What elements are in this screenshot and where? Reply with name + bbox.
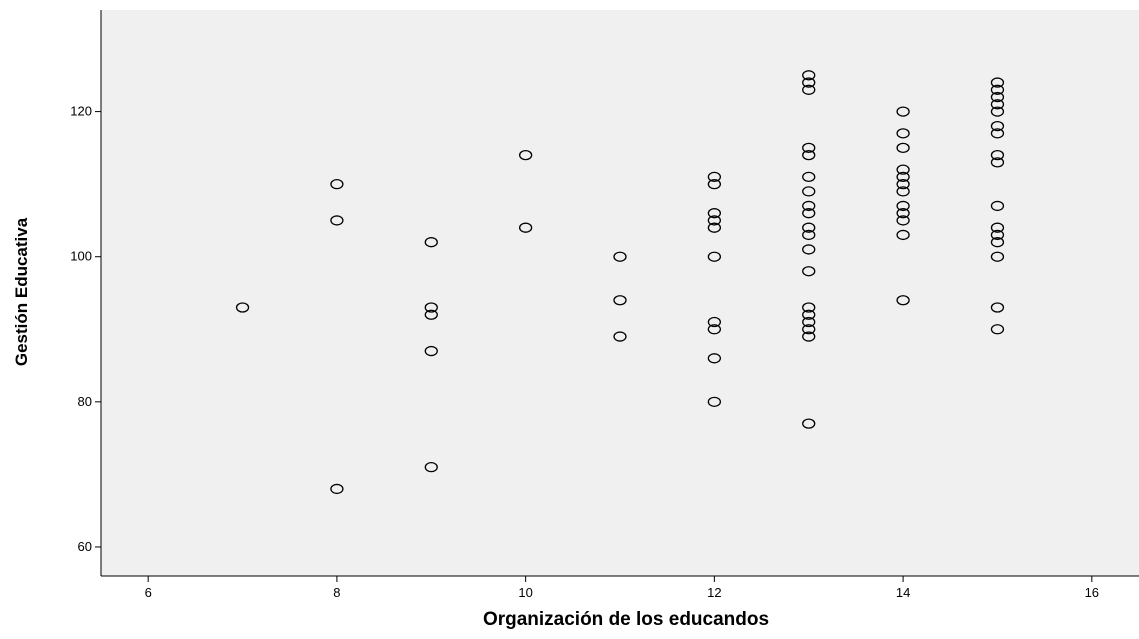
data-point bbox=[802, 229, 816, 241]
data-point bbox=[707, 353, 722, 364]
data-point bbox=[802, 200, 816, 212]
data-points bbox=[235, 70, 1005, 495]
data-point bbox=[990, 229, 1005, 241]
data-point bbox=[707, 179, 722, 190]
data-point bbox=[518, 222, 533, 233]
plot-area bbox=[101, 10, 1139, 576]
data-point bbox=[707, 215, 722, 226]
data-point bbox=[330, 215, 344, 226]
x-tick-label: 8 bbox=[333, 585, 340, 600]
data-point bbox=[896, 208, 910, 219]
data-point bbox=[330, 483, 344, 495]
data-point bbox=[424, 302, 438, 313]
data-point bbox=[896, 229, 910, 241]
data-point bbox=[896, 215, 910, 226]
data-point bbox=[896, 128, 910, 139]
data-point bbox=[802, 222, 816, 233]
data-point bbox=[990, 200, 1005, 212]
x-tick-label: 12 bbox=[707, 585, 721, 600]
data-point bbox=[802, 77, 816, 88]
data-point bbox=[424, 309, 438, 320]
data-point bbox=[613, 251, 627, 262]
data-point bbox=[990, 77, 1005, 88]
data-point bbox=[518, 149, 533, 161]
y-tick-label: 120 bbox=[70, 104, 92, 119]
data-point bbox=[990, 324, 1005, 335]
y-axis: 60 80 100 120 bbox=[70, 10, 102, 576]
data-point bbox=[990, 222, 1005, 233]
x-axis: 6 8 10 12 14 16 bbox=[101, 575, 1139, 600]
data-point bbox=[990, 149, 1005, 161]
data-point bbox=[896, 171, 910, 183]
data-point bbox=[802, 302, 816, 313]
data-point bbox=[707, 324, 722, 335]
data-point bbox=[990, 120, 1005, 132]
data-point bbox=[990, 302, 1005, 313]
data-point bbox=[896, 186, 910, 197]
data-point bbox=[990, 91, 1005, 103]
data-point bbox=[802, 70, 816, 81]
data-point bbox=[990, 99, 1005, 110]
data-point bbox=[707, 222, 722, 233]
data-point bbox=[896, 179, 910, 190]
data-point bbox=[990, 251, 1005, 262]
y-tick-label: 80 bbox=[78, 394, 92, 409]
data-point bbox=[802, 149, 816, 161]
data-point bbox=[802, 84, 816, 95]
x-tick-label: 10 bbox=[518, 585, 532, 600]
data-point bbox=[802, 266, 816, 277]
data-point bbox=[424, 237, 438, 248]
x-axis-title: Organización de los educandos bbox=[483, 609, 769, 630]
data-point bbox=[896, 164, 910, 175]
data-point bbox=[990, 157, 1005, 168]
data-point bbox=[990, 84, 1005, 95]
data-point bbox=[330, 179, 344, 190]
data-point bbox=[802, 186, 816, 197]
data-point bbox=[707, 316, 722, 328]
y-tick-label: 60 bbox=[78, 539, 92, 554]
x-tick-label: 16 bbox=[1085, 585, 1099, 600]
data-point bbox=[802, 171, 816, 183]
data-point bbox=[802, 309, 816, 320]
y-axis-title: Gestión Educativa bbox=[12, 217, 31, 366]
data-point bbox=[802, 418, 816, 429]
data-point bbox=[896, 106, 910, 117]
data-point bbox=[896, 200, 910, 212]
data-point bbox=[802, 324, 816, 335]
data-point bbox=[802, 316, 816, 328]
data-point bbox=[707, 208, 722, 219]
data-point bbox=[802, 208, 816, 219]
data-point bbox=[707, 396, 722, 407]
data-point bbox=[896, 295, 910, 306]
data-point bbox=[802, 331, 816, 342]
data-point bbox=[990, 106, 1005, 117]
data-point bbox=[613, 295, 627, 306]
data-point bbox=[424, 345, 438, 357]
x-tick-label: 14 bbox=[896, 585, 910, 600]
data-point bbox=[990, 237, 1005, 248]
data-point bbox=[896, 142, 910, 154]
data-point bbox=[424, 462, 438, 473]
data-point bbox=[613, 331, 627, 342]
x-tick-label: 6 bbox=[145, 585, 152, 600]
data-point bbox=[990, 128, 1005, 139]
data-point bbox=[802, 142, 816, 154]
data-point bbox=[707, 251, 722, 262]
data-point bbox=[235, 302, 250, 313]
data-point bbox=[802, 244, 816, 255]
y-tick-label: 100 bbox=[70, 249, 92, 264]
data-point bbox=[707, 171, 722, 183]
